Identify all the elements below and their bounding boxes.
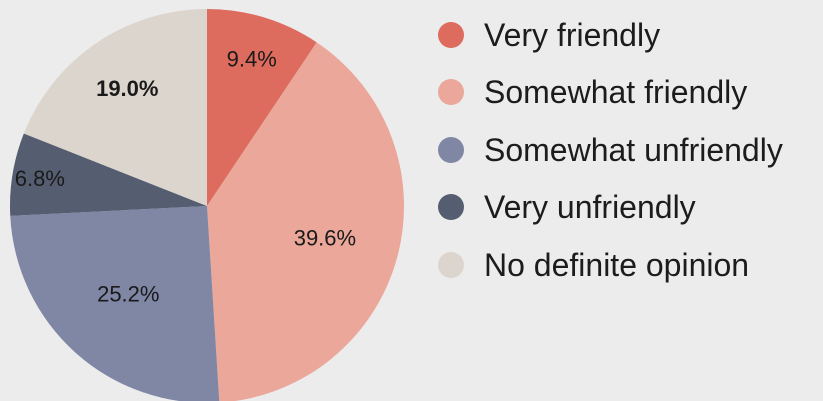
legend-item-very-unfriendly: Very unfriendly [438, 179, 783, 237]
slice-label-very-friendly: 9.4% [227, 46, 277, 71]
legend-label: Somewhat unfriendly [484, 131, 783, 168]
slice-label-somewhat-friendly: 39.6% [294, 225, 356, 250]
legend-label: Somewhat friendly [484, 74, 748, 111]
slice-somewhat-unfriendly [10, 206, 220, 401]
slice-very-friendly [207, 9, 317, 206]
legend-swatch [438, 194, 464, 221]
legend-swatch [438, 21, 464, 48]
legend-item-somewhat-unfriendly: Somewhat unfriendly [438, 121, 783, 179]
slice-no-definite-opinion [23, 9, 208, 206]
slice-label-very-unfriendly: 6.8% [15, 166, 65, 191]
legend-swatch [438, 79, 464, 106]
legend-label: Very friendly [484, 16, 661, 53]
legend-swatch [438, 251, 464, 278]
slice-very-unfriendly [10, 133, 208, 216]
slice-label-somewhat-unfriendly: 25.2% [97, 282, 159, 307]
legend-item-very-friendly: Very friendly [438, 6, 783, 64]
legend-label: No definite opinion [484, 246, 750, 283]
slice-label-no-definite-opinion: 19.0% [96, 76, 158, 101]
legend-item-somewhat-friendly: Somewhat friendly [438, 64, 783, 122]
slice-somewhat-friendly [207, 42, 404, 401]
legend-item-no-definite-opinion: No definite opinion [438, 236, 783, 294]
pie-slices [10, 9, 404, 401]
legend-label: Very unfriendly [484, 189, 696, 226]
legend-swatch [438, 136, 464, 163]
legend: Very friendly Somewhat friendly Somewhat u… [438, 6, 783, 294]
pie-labels: 9.4% 39.6% 25.2% 6.8% 19.0% [15, 46, 356, 306]
